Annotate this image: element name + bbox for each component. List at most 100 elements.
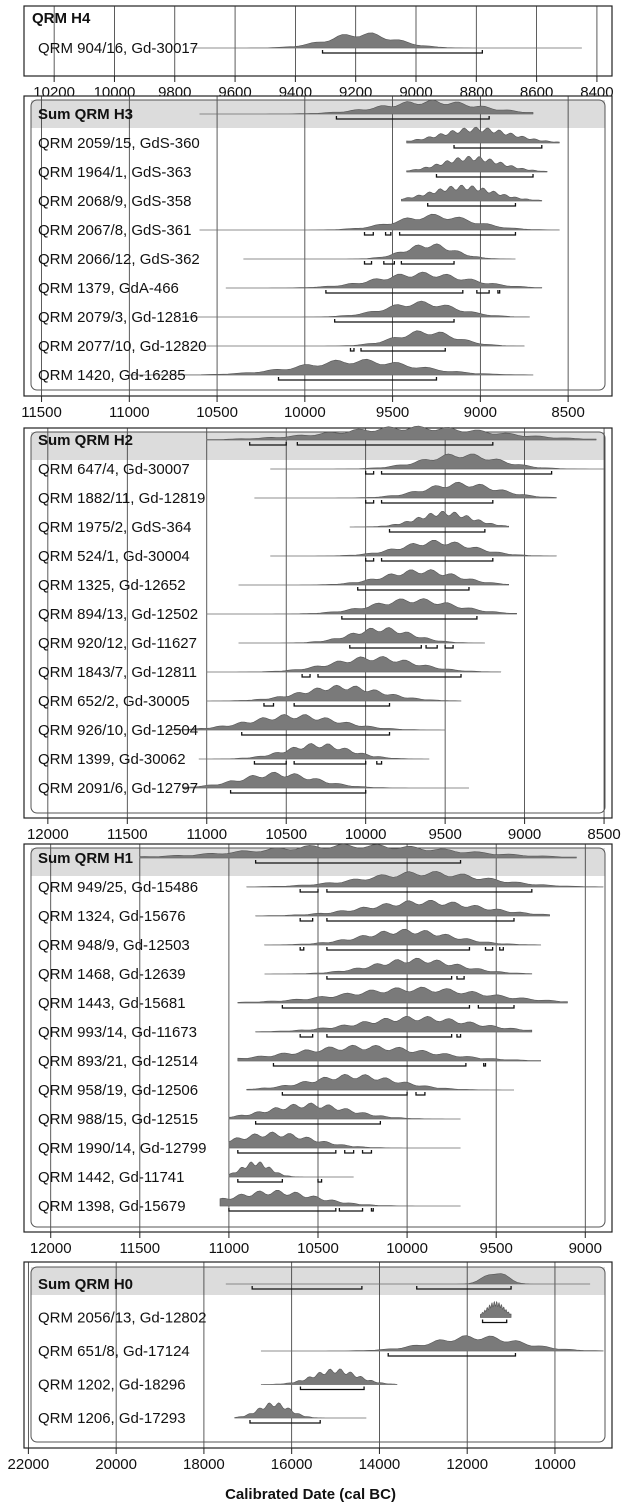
x-tick-label: 14000	[359, 1456, 401, 1473]
hpd-range	[427, 203, 517, 207]
row-label: QRM 1964/1, GdS-363	[38, 164, 191, 181]
distribution-curve	[246, 1073, 514, 1091]
inner-box	[30, 1266, 606, 1443]
panel-title: QRM H4	[32, 10, 91, 27]
hpd-range	[456, 1034, 462, 1038]
row-label: QRM 1442, Gd-11741	[38, 1169, 184, 1186]
hpd-range	[326, 889, 533, 893]
hpd-range	[326, 947, 471, 951]
hpd-range	[477, 1005, 515, 1009]
x-tick-label: 10000	[345, 826, 387, 843]
hpd-range	[254, 860, 462, 864]
distribution-curve	[260, 1368, 398, 1385]
hpd-range	[241, 732, 391, 736]
distribution-curve	[206, 425, 597, 441]
x-tick-label: 9000	[464, 404, 497, 421]
hpd-range	[296, 442, 494, 446]
x-tick-label: 9000	[508, 826, 541, 843]
hpd-range	[365, 558, 375, 562]
hpd-range	[415, 1092, 426, 1096]
hpd-range	[360, 348, 446, 352]
hpd-range	[281, 1005, 471, 1009]
hpd-range	[334, 319, 455, 323]
x-tick-label: 8500	[587, 826, 620, 843]
x-tick-label: 9500	[479, 1240, 512, 1257]
x-tick-label: 11500	[120, 1240, 161, 1257]
hpd-range	[400, 261, 455, 265]
hpd-range	[363, 261, 373, 265]
hpd-range	[499, 947, 504, 951]
hpd-range	[251, 1286, 363, 1290]
row-label: QRM 1202, Gd-18296	[38, 1377, 186, 1394]
distribution-curve	[139, 843, 577, 859]
hpd-range	[301, 674, 311, 678]
hpd-range	[228, 1208, 337, 1212]
row-label: Sum QRM H2	[38, 432, 133, 449]
x-tick-label: 8500	[551, 404, 584, 421]
x-tick-label: 10000	[284, 404, 326, 421]
distribution-curve	[166, 714, 446, 731]
distribution-curve	[264, 957, 533, 975]
hpd-range	[370, 1208, 374, 1212]
distribution-curve	[206, 684, 462, 702]
row-label: QRM 958/19, Gd-12506	[38, 1082, 198, 1099]
hpd-range	[387, 1353, 517, 1357]
row-label: QRM 993/14, Gd-11673	[38, 1024, 197, 1041]
hpd-range	[326, 1034, 453, 1038]
row-label: QRM 1420, Gd-16285	[38, 367, 186, 384]
hpd-range	[299, 918, 314, 922]
row-label: QRM 1379, GdA-466	[38, 280, 179, 297]
row-label: QRM 2059/15, GdS-360	[38, 135, 200, 152]
hpd-range	[497, 290, 501, 294]
inner-box	[30, 99, 606, 391]
hpd-range	[254, 1121, 382, 1125]
hpd-range	[435, 174, 534, 178]
row-label: QRM 1882/11, Gd-12819	[38, 490, 205, 507]
hpd-range	[341, 616, 478, 620]
hpd-range	[338, 1208, 364, 1212]
row-label: QRM 949/25, Gd-15486	[38, 879, 198, 896]
x-tick-label: 11000	[186, 826, 227, 843]
hpd-range	[376, 761, 383, 765]
x-tick-label: 11500	[107, 826, 148, 843]
chart-panel: Sum QRM H0 QRM 2056/13, Gd-12802 QRM 651/8…	[8, 1261, 613, 1473]
hpd-range	[325, 290, 464, 294]
row-label: QRM 1398, Gd-15679	[38, 1198, 186, 1215]
x-tick-label: 11500	[21, 404, 62, 421]
distribution-curve	[237, 1044, 542, 1062]
hpd-range	[299, 889, 319, 893]
inner-box	[30, 431, 606, 814]
distribution-curve	[198, 743, 430, 760]
row-label: QRM 1843/7, Gd-12811	[38, 664, 197, 681]
x-tick-label: 10000	[386, 1240, 428, 1257]
row-label: QRM 893/21, Gd-12514	[38, 1053, 198, 1070]
x-tick-label: 10500	[196, 404, 238, 421]
hpd-range	[277, 377, 438, 381]
row-label: QRM 2079/3, Gd-12816	[38, 309, 198, 326]
row-label: QRM 920/12, Gd-11627	[38, 635, 197, 652]
hpd-range	[229, 790, 367, 794]
hpd-range	[335, 116, 490, 120]
hpd-range	[453, 145, 543, 149]
hpd-range	[416, 1286, 512, 1290]
distribution-curve	[406, 126, 560, 144]
row-label: QRM 652/2, Gd-30005	[38, 693, 190, 710]
hpd-range	[349, 645, 422, 649]
hpd-range	[365, 471, 375, 475]
hpd-range	[237, 1150, 337, 1154]
row-label: QRM 1399, Gd-30062	[38, 751, 186, 768]
hpd-range	[281, 1092, 408, 1096]
hpd-range	[299, 1034, 314, 1038]
hpd-range	[384, 232, 392, 236]
hpd-range	[380, 471, 553, 475]
x-tick-label: 9500	[376, 404, 409, 421]
chart-panel: Sum QRM H3 QRM 2059/15, GdS-360 QRM 1964/1…	[21, 95, 613, 421]
x-tick-label: 10500	[297, 1240, 339, 1257]
row-label: QRM 948/9, Gd-12503	[38, 937, 190, 954]
distribution-curve	[255, 1015, 533, 1033]
hpd-range	[363, 232, 374, 236]
x-tick-label: 18000	[183, 1456, 225, 1473]
chart-panel: Sum QRM H2 QRM 647/4, Gd-30007 QRM 1882/11…	[23, 425, 621, 843]
row-label: QRM 2068/9, GdS-358	[38, 193, 191, 210]
